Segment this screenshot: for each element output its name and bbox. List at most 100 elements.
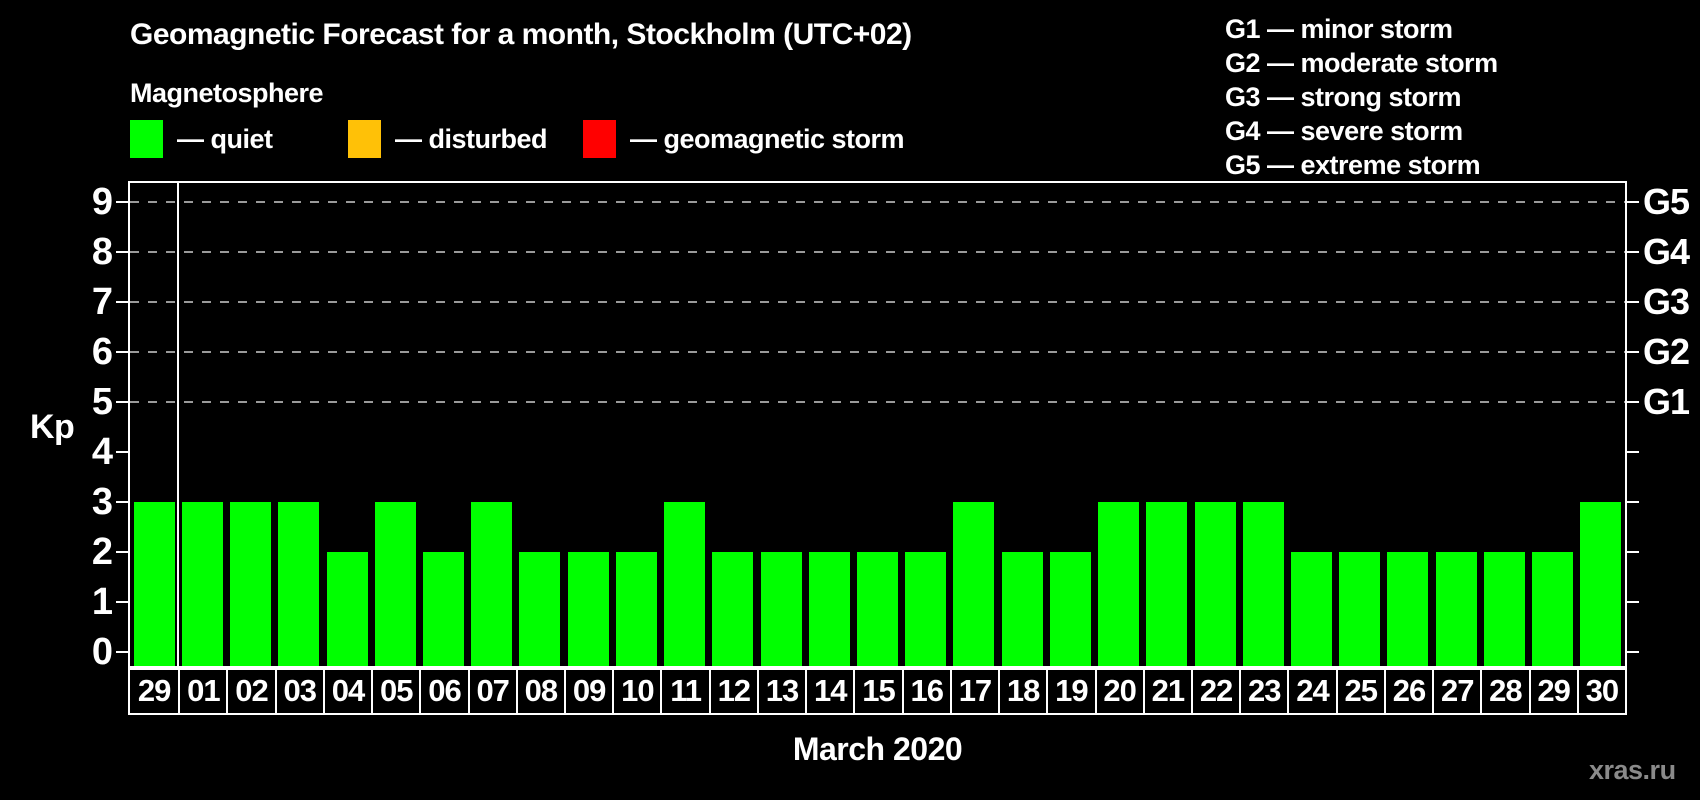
bar-day-28 [1483, 552, 1525, 668]
right-tick-kp1 [1627, 601, 1639, 603]
chart-title: Geomagnetic Forecast for a month, Stockh… [130, 18, 912, 51]
day-label-03-3: 03 [274, 668, 323, 713]
day-label-12-12: 12 [708, 668, 757, 713]
right-tick-kp5 [1627, 401, 1639, 403]
bar-day-01 [181, 502, 223, 668]
gridline-kp8 [130, 251, 1625, 253]
bar-day-22 [1194, 502, 1236, 668]
day-label-01-1: 01 [178, 668, 226, 713]
bar-day-19 [1049, 552, 1091, 668]
x-axis-day-labels: 29 01 02 03 04 05 06 07 08 09 10 11 12 13 14 15 16 17 18 19… [128, 666, 1627, 715]
legend-item-geomagnetic-storm: — geomagnetic storm [583, 119, 905, 159]
bar-day-08 [519, 552, 561, 668]
day-label-16-16: 16 [901, 668, 950, 713]
left-tick-kp4 [116, 451, 128, 453]
magnetosphere-legend: — quiet — disturbed — geomagnetic storm [0, 119, 1700, 159]
legend-label-disturbed: — disturbed [395, 123, 548, 154]
right-tick-kp7 [1627, 301, 1639, 303]
storm-scale-line: G3 — strong storm [1225, 82, 1462, 112]
bar-day-16 [905, 552, 947, 668]
y-tick-label-5: 5 [91, 381, 113, 423]
y-tick-label-8: 8 [91, 231, 113, 273]
right-tick-kp9 [1627, 201, 1639, 203]
day-label-13-13: 13 [756, 668, 805, 713]
bar-day-05 [374, 502, 416, 668]
plot-area [128, 181, 1627, 670]
y-tick-label-3: 3 [91, 481, 113, 523]
bar-day-06 [422, 552, 464, 668]
bar-day-10 [615, 552, 657, 668]
bar-day-11 [664, 502, 706, 668]
bar-day-18 [1001, 552, 1043, 668]
bar-day-12 [712, 552, 754, 668]
y-tick-label-0: 0 [91, 631, 113, 673]
chart-subtitle: Magnetosphere [130, 78, 324, 108]
day-label-07-7: 07 [467, 668, 516, 713]
left-tick-kp9 [116, 201, 128, 203]
bar-day-17 [953, 502, 995, 668]
day-label-08-8: 08 [515, 668, 564, 713]
bar-day-25 [1339, 552, 1381, 668]
day-label-29-29: 29 [1528, 668, 1577, 713]
day-label-29-0: 29 [137, 672, 171, 708]
bar-day-07 [471, 502, 513, 668]
bar-day-21 [1146, 502, 1188, 668]
left-tick-kp3 [116, 501, 128, 503]
day-label-23-23: 23 [1239, 668, 1287, 713]
day-label-15-15: 15 [853, 668, 901, 713]
day-label-04-4: 04 [322, 668, 371, 713]
bar-day-04 [326, 552, 368, 668]
day-label-17-17: 17 [949, 668, 998, 713]
y-tick-label-2: 2 [91, 531, 113, 573]
day-label-26-26: 26 [1383, 668, 1432, 713]
legend-item-quiet: — quiet [130, 119, 273, 159]
left-tick-kp7 [116, 301, 128, 303]
storm-scale-line: G5 — extreme storm [1225, 150, 1481, 180]
previous-month-separator [177, 183, 180, 668]
bar-day-23 [1242, 502, 1284, 668]
legend-label-geomagnetic-storm: — geomagnetic storm [630, 123, 905, 154]
day-label-21-21: 21 [1142, 668, 1191, 713]
bar-day-30 [1580, 502, 1622, 668]
y-tick-label-7: 7 [91, 281, 113, 323]
day-label-11-11: 11 [660, 668, 708, 713]
y-tick-label-6: 6 [91, 331, 113, 373]
gridline-kp7 [130, 301, 1625, 303]
storm-scale-legend: G1 — minor storm G2 — moderate storm G3 — … [1225, 12, 1498, 182]
day-label-14-14: 14 [805, 668, 853, 713]
gridline-kp9 [130, 201, 1625, 203]
bar-day-29 [133, 502, 175, 668]
bar-day-02 [230, 502, 272, 668]
left-tick-kp8 [116, 251, 128, 253]
day-label-02-2: 02 [226, 668, 274, 713]
bar-day-29 [1532, 552, 1574, 668]
g-axis-label-G3: G3 [1643, 281, 1690, 322]
g-axis-label-G4: G4 [1643, 231, 1690, 272]
disturbed-color-swatch [348, 120, 381, 158]
x-axis-title: March 2020 [792, 731, 963, 767]
g-axis-label-G5: G5 [1643, 181, 1690, 222]
y-tick-label-4: 4 [91, 431, 113, 473]
left-tick-kp6 [116, 351, 128, 353]
day-label-24-24: 24 [1287, 668, 1335, 713]
bar-day-09 [567, 552, 609, 668]
day-label-28-28: 28 [1480, 668, 1528, 713]
gridline-kp5 [130, 401, 1625, 403]
right-tick-kp8 [1627, 251, 1639, 253]
storm-scale-line: G2 — moderate storm [1225, 48, 1498, 78]
bar-day-26 [1387, 552, 1429, 668]
left-tick-kp5 [116, 401, 128, 403]
left-tick-kp1 [116, 601, 128, 603]
right-tick-kp6 [1627, 351, 1639, 353]
right-tick-kp4 [1627, 451, 1639, 453]
left-tick-kp2 [116, 551, 128, 553]
day-label-30-30: 30 [1576, 668, 1625, 713]
day-label-20-20: 20 [1094, 668, 1143, 713]
right-tick-kp0 [1627, 651, 1639, 653]
day-label-18-18: 18 [998, 668, 1046, 713]
bar-day-27 [1435, 552, 1477, 668]
left-tick-kp0 [116, 651, 128, 653]
watermark-xras: xras.ru [1589, 755, 1676, 785]
storm-color-swatch [583, 120, 616, 158]
